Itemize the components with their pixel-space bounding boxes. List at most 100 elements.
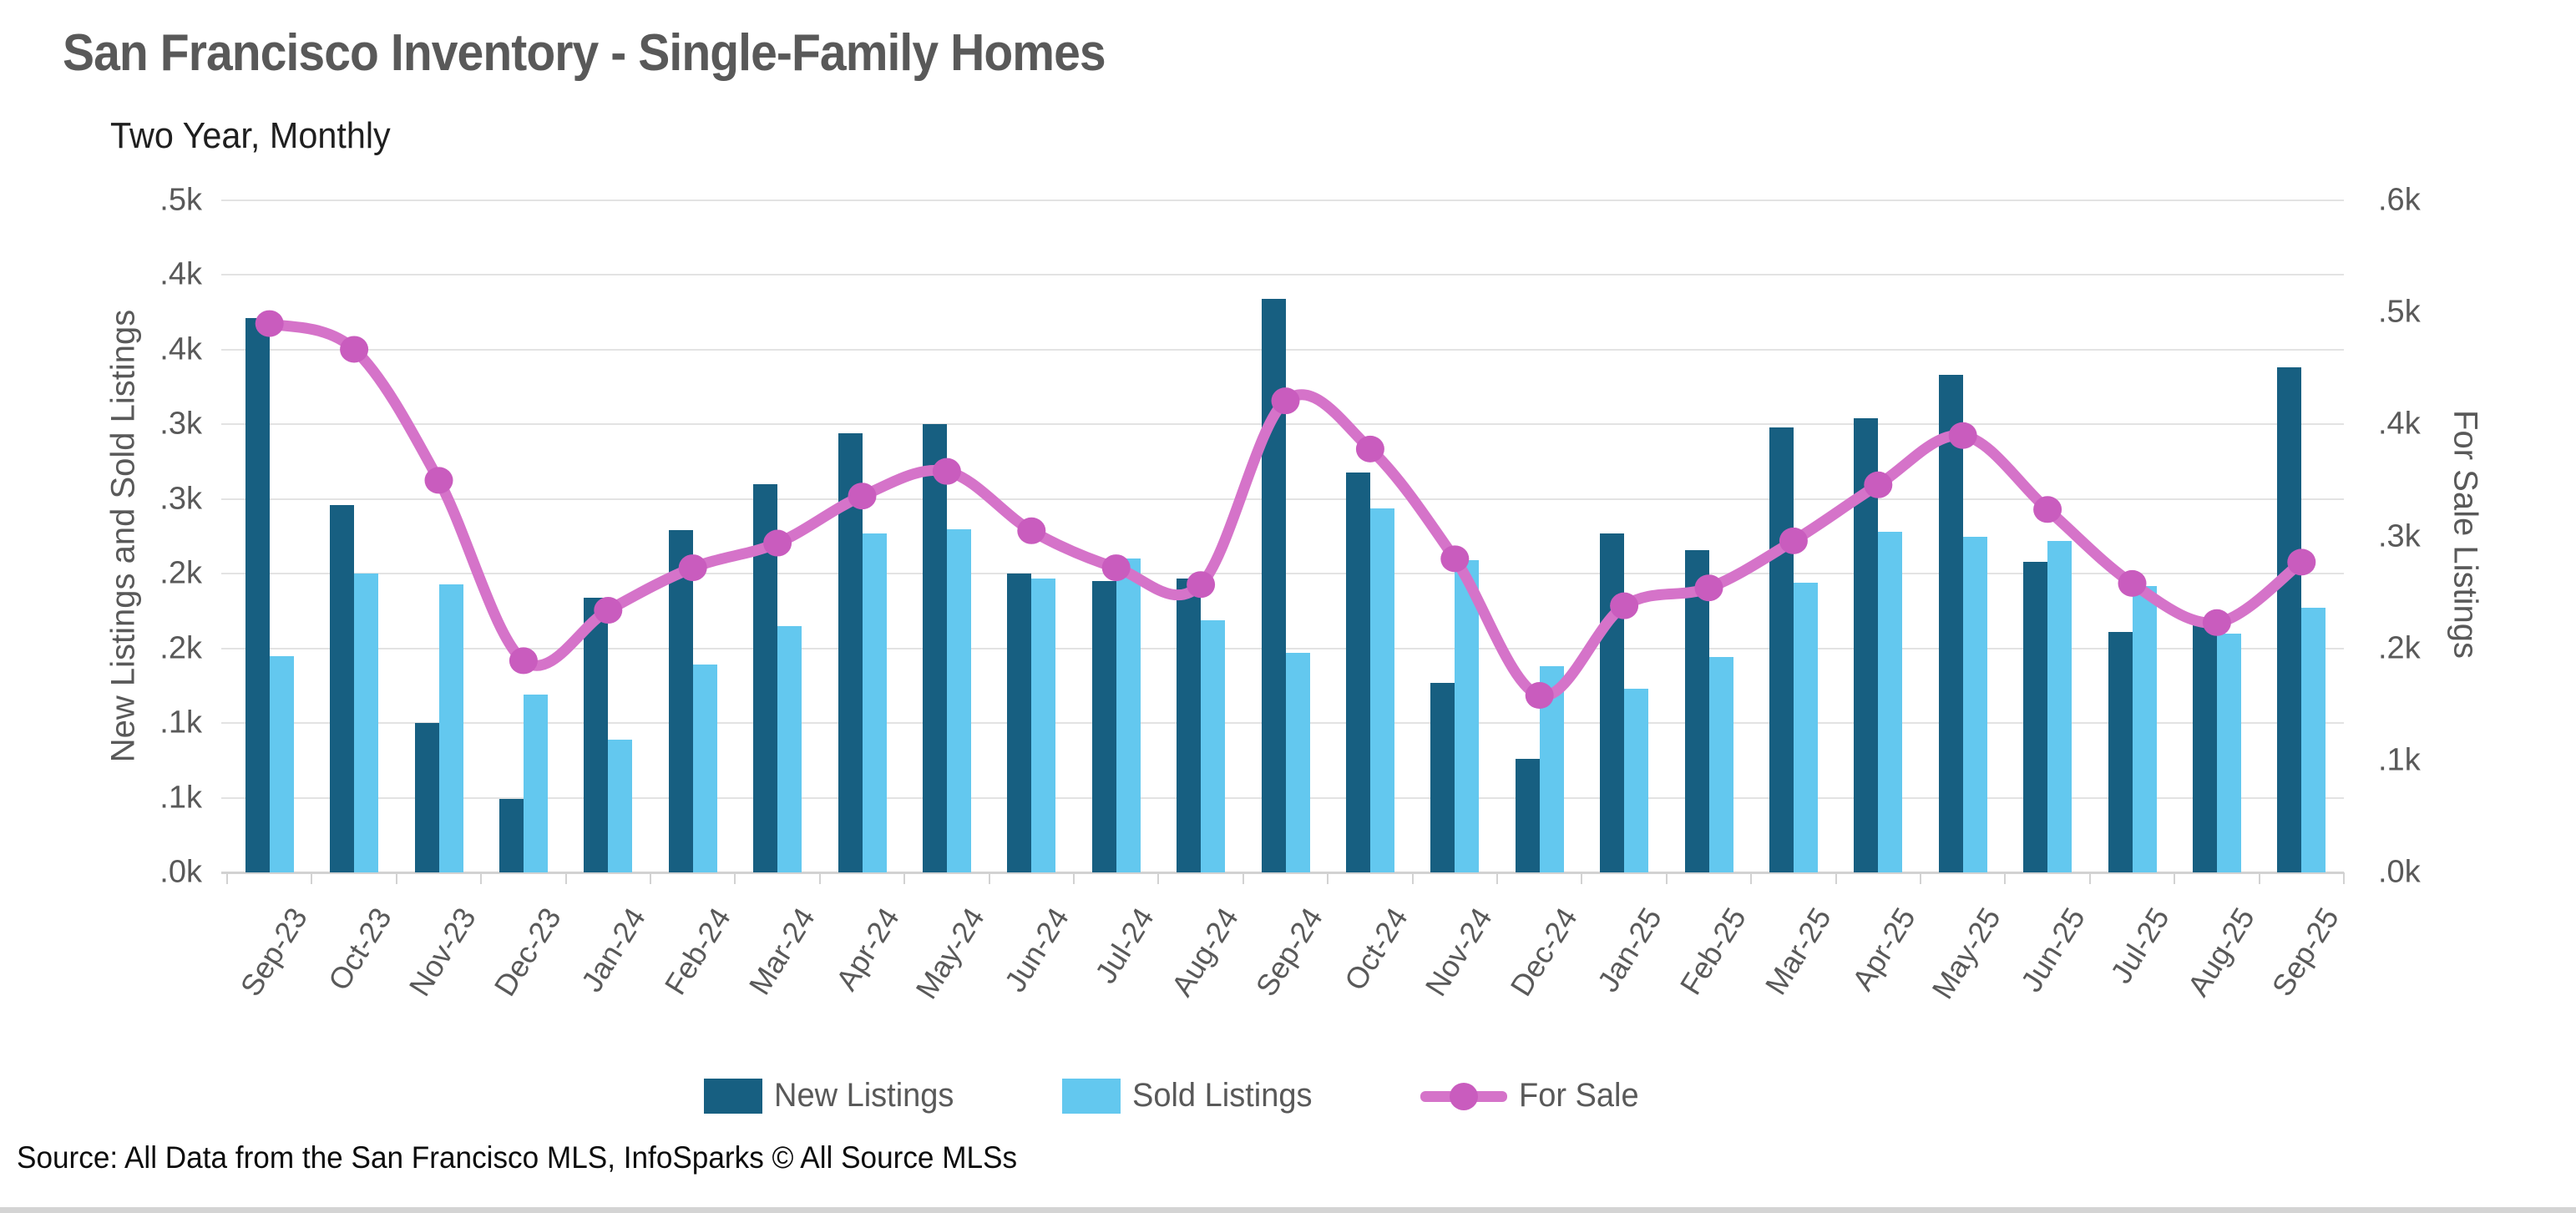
x-axis-tick bbox=[1665, 872, 1668, 884]
x-axis-month-label: May-25 bbox=[1925, 902, 2007, 1005]
x-axis-tick bbox=[311, 872, 313, 884]
bar-new-listings[interactable] bbox=[668, 530, 693, 872]
x-axis-month-label: Aug-25 bbox=[2180, 902, 2261, 1003]
bar-sold-listings[interactable] bbox=[1455, 560, 1480, 872]
right-axis-tick-label: .6k bbox=[2378, 182, 2421, 218]
bar-sold-listings[interactable] bbox=[269, 655, 294, 872]
x-axis-tick bbox=[1327, 872, 1329, 884]
x-axis-month-label: Jun-24 bbox=[997, 902, 1076, 998]
bar-new-listings[interactable] bbox=[1177, 578, 1202, 872]
new-listings-swatch-icon bbox=[704, 1078, 762, 1114]
bar-new-listings[interactable] bbox=[838, 433, 863, 872]
x-axis-month-label: Jul-25 bbox=[2103, 902, 2177, 989]
legend-label-new-listings: New Listings bbox=[774, 1077, 954, 1114]
bar-sold-listings[interactable] bbox=[1624, 688, 1649, 872]
bar-sold-listings[interactable] bbox=[2047, 540, 2072, 872]
bar-new-listings[interactable] bbox=[1007, 574, 1032, 872]
left-axis-tick-label: .1k bbox=[159, 780, 202, 816]
bar-new-listings[interactable] bbox=[1345, 472, 1370, 872]
bar-sold-listings[interactable] bbox=[2132, 585, 2157, 872]
bar-sold-listings[interactable] bbox=[2301, 608, 2326, 872]
left-axis-tick-label: .3k bbox=[159, 481, 202, 517]
bar-sold-listings[interactable] bbox=[862, 533, 887, 872]
bar-new-listings[interactable] bbox=[1600, 533, 1625, 872]
bar-sold-listings[interactable] bbox=[692, 665, 717, 872]
bar-new-listings[interactable] bbox=[2277, 367, 2302, 872]
for-sale-data-point[interactable] bbox=[424, 467, 453, 494]
x-axis-month-label: Sep-23 bbox=[233, 902, 314, 1003]
source-attribution: Source: All Data from the San Francisco … bbox=[17, 1140, 1018, 1175]
left-axis-tick-label: .1k bbox=[159, 705, 202, 740]
bar-new-listings[interactable] bbox=[1261, 299, 1286, 872]
bar-new-listings[interactable] bbox=[245, 318, 270, 872]
for-sale-data-point[interactable] bbox=[1017, 517, 1046, 544]
bar-sold-listings[interactable] bbox=[2216, 633, 2241, 872]
x-axis-month-label: Jan-25 bbox=[1590, 902, 1668, 998]
bar-sold-listings[interactable] bbox=[1369, 508, 1394, 872]
chart-subtitle: Two Year, Monthly bbox=[110, 115, 391, 156]
bar-new-listings[interactable] bbox=[1769, 427, 1794, 872]
x-axis-tick bbox=[1750, 872, 1753, 884]
bar-sold-listings[interactable] bbox=[777, 625, 802, 872]
x-axis-tick bbox=[650, 872, 651, 884]
bar-new-listings[interactable] bbox=[330, 504, 355, 872]
bar-new-listings[interactable] bbox=[584, 597, 609, 872]
bar-sold-listings[interactable] bbox=[1793, 582, 1818, 872]
left-axis-tick-label: .2k bbox=[159, 630, 202, 666]
bar-new-listings[interactable] bbox=[1684, 549, 1709, 872]
bar-new-listings[interactable] bbox=[922, 424, 947, 872]
x-axis-tick bbox=[2343, 872, 2345, 884]
bar-new-listings[interactable] bbox=[1091, 581, 1116, 872]
bar-sold-listings[interactable] bbox=[1285, 653, 1310, 872]
bar-sold-listings[interactable] bbox=[946, 528, 971, 872]
bar-sold-listings[interactable] bbox=[1878, 532, 1903, 872]
bar-new-listings[interactable] bbox=[2192, 618, 2217, 872]
bar-sold-listings[interactable] bbox=[354, 574, 379, 872]
x-axis-tick bbox=[2258, 872, 2260, 884]
x-axis-month-label: Aug-24 bbox=[1164, 902, 1245, 1003]
x-axis-tick bbox=[734, 872, 736, 884]
x-axis-tick bbox=[988, 872, 990, 884]
sold-listings-swatch-icon bbox=[1061, 1078, 1121, 1114]
right-axis-tick-label: .0k bbox=[2378, 854, 2421, 890]
x-axis-tick bbox=[1073, 872, 1075, 884]
bar-sold-listings[interactable] bbox=[438, 584, 463, 872]
bar-sold-listings[interactable] bbox=[1962, 536, 1987, 872]
bar-new-listings[interactable] bbox=[1515, 759, 1540, 872]
bar-sold-listings[interactable] bbox=[523, 695, 548, 872]
x-axis-month-label: Dec-23 bbox=[487, 902, 568, 1003]
bar-new-listings[interactable] bbox=[2023, 561, 2048, 872]
bar-new-listings[interactable] bbox=[1854, 418, 1879, 872]
x-axis-tick bbox=[395, 872, 397, 884]
x-axis-month-label: Apr-24 bbox=[829, 902, 907, 997]
for-sale-data-point[interactable] bbox=[1355, 435, 1384, 462]
bar-new-listings[interactable] bbox=[414, 723, 439, 872]
x-axis-tick bbox=[1581, 872, 1583, 884]
for-sale-data-point[interactable] bbox=[509, 647, 538, 675]
bar-sold-listings[interactable] bbox=[1708, 657, 1733, 872]
bar-sold-listings[interactable] bbox=[1116, 558, 1141, 872]
legend-item-sold-listings[interactable]: Sold Listings bbox=[1061, 1077, 1322, 1114]
bar-new-listings[interactable] bbox=[753, 483, 778, 872]
right-axis-tick-label: .3k bbox=[2378, 518, 2421, 553]
legend-item-new-listings[interactable]: New Listings bbox=[704, 1077, 964, 1114]
bar-sold-listings[interactable] bbox=[1201, 619, 1226, 872]
legend-item-for-sale[interactable]: For Sale bbox=[1420, 1077, 1645, 1114]
bar-sold-listings[interactable] bbox=[608, 739, 633, 872]
for-sale-data-point[interactable] bbox=[2033, 496, 2062, 523]
bar-sold-listings[interactable] bbox=[1539, 666, 1564, 872]
bar-new-listings[interactable] bbox=[2108, 631, 2133, 872]
for-sale-line-marker-icon bbox=[1420, 1079, 1507, 1114]
x-axis-month-label: Oct-23 bbox=[321, 902, 398, 997]
bar-new-listings[interactable] bbox=[498, 799, 524, 872]
bar-new-listings[interactable] bbox=[1938, 375, 1963, 872]
x-axis-month-label: Sep-25 bbox=[2265, 902, 2346, 1003]
for-sale-point-icon bbox=[1449, 1082, 1478, 1110]
x-axis-month-label: Nov-24 bbox=[1418, 902, 1500, 1003]
x-axis-tick bbox=[2088, 872, 2091, 884]
bar-new-listings[interactable] bbox=[1430, 682, 1455, 872]
legend-label-sold-listings: Sold Listings bbox=[1131, 1077, 1313, 1114]
x-axis-month-label: Mar-24 bbox=[741, 902, 822, 1001]
bar-sold-listings[interactable] bbox=[1031, 578, 1056, 872]
